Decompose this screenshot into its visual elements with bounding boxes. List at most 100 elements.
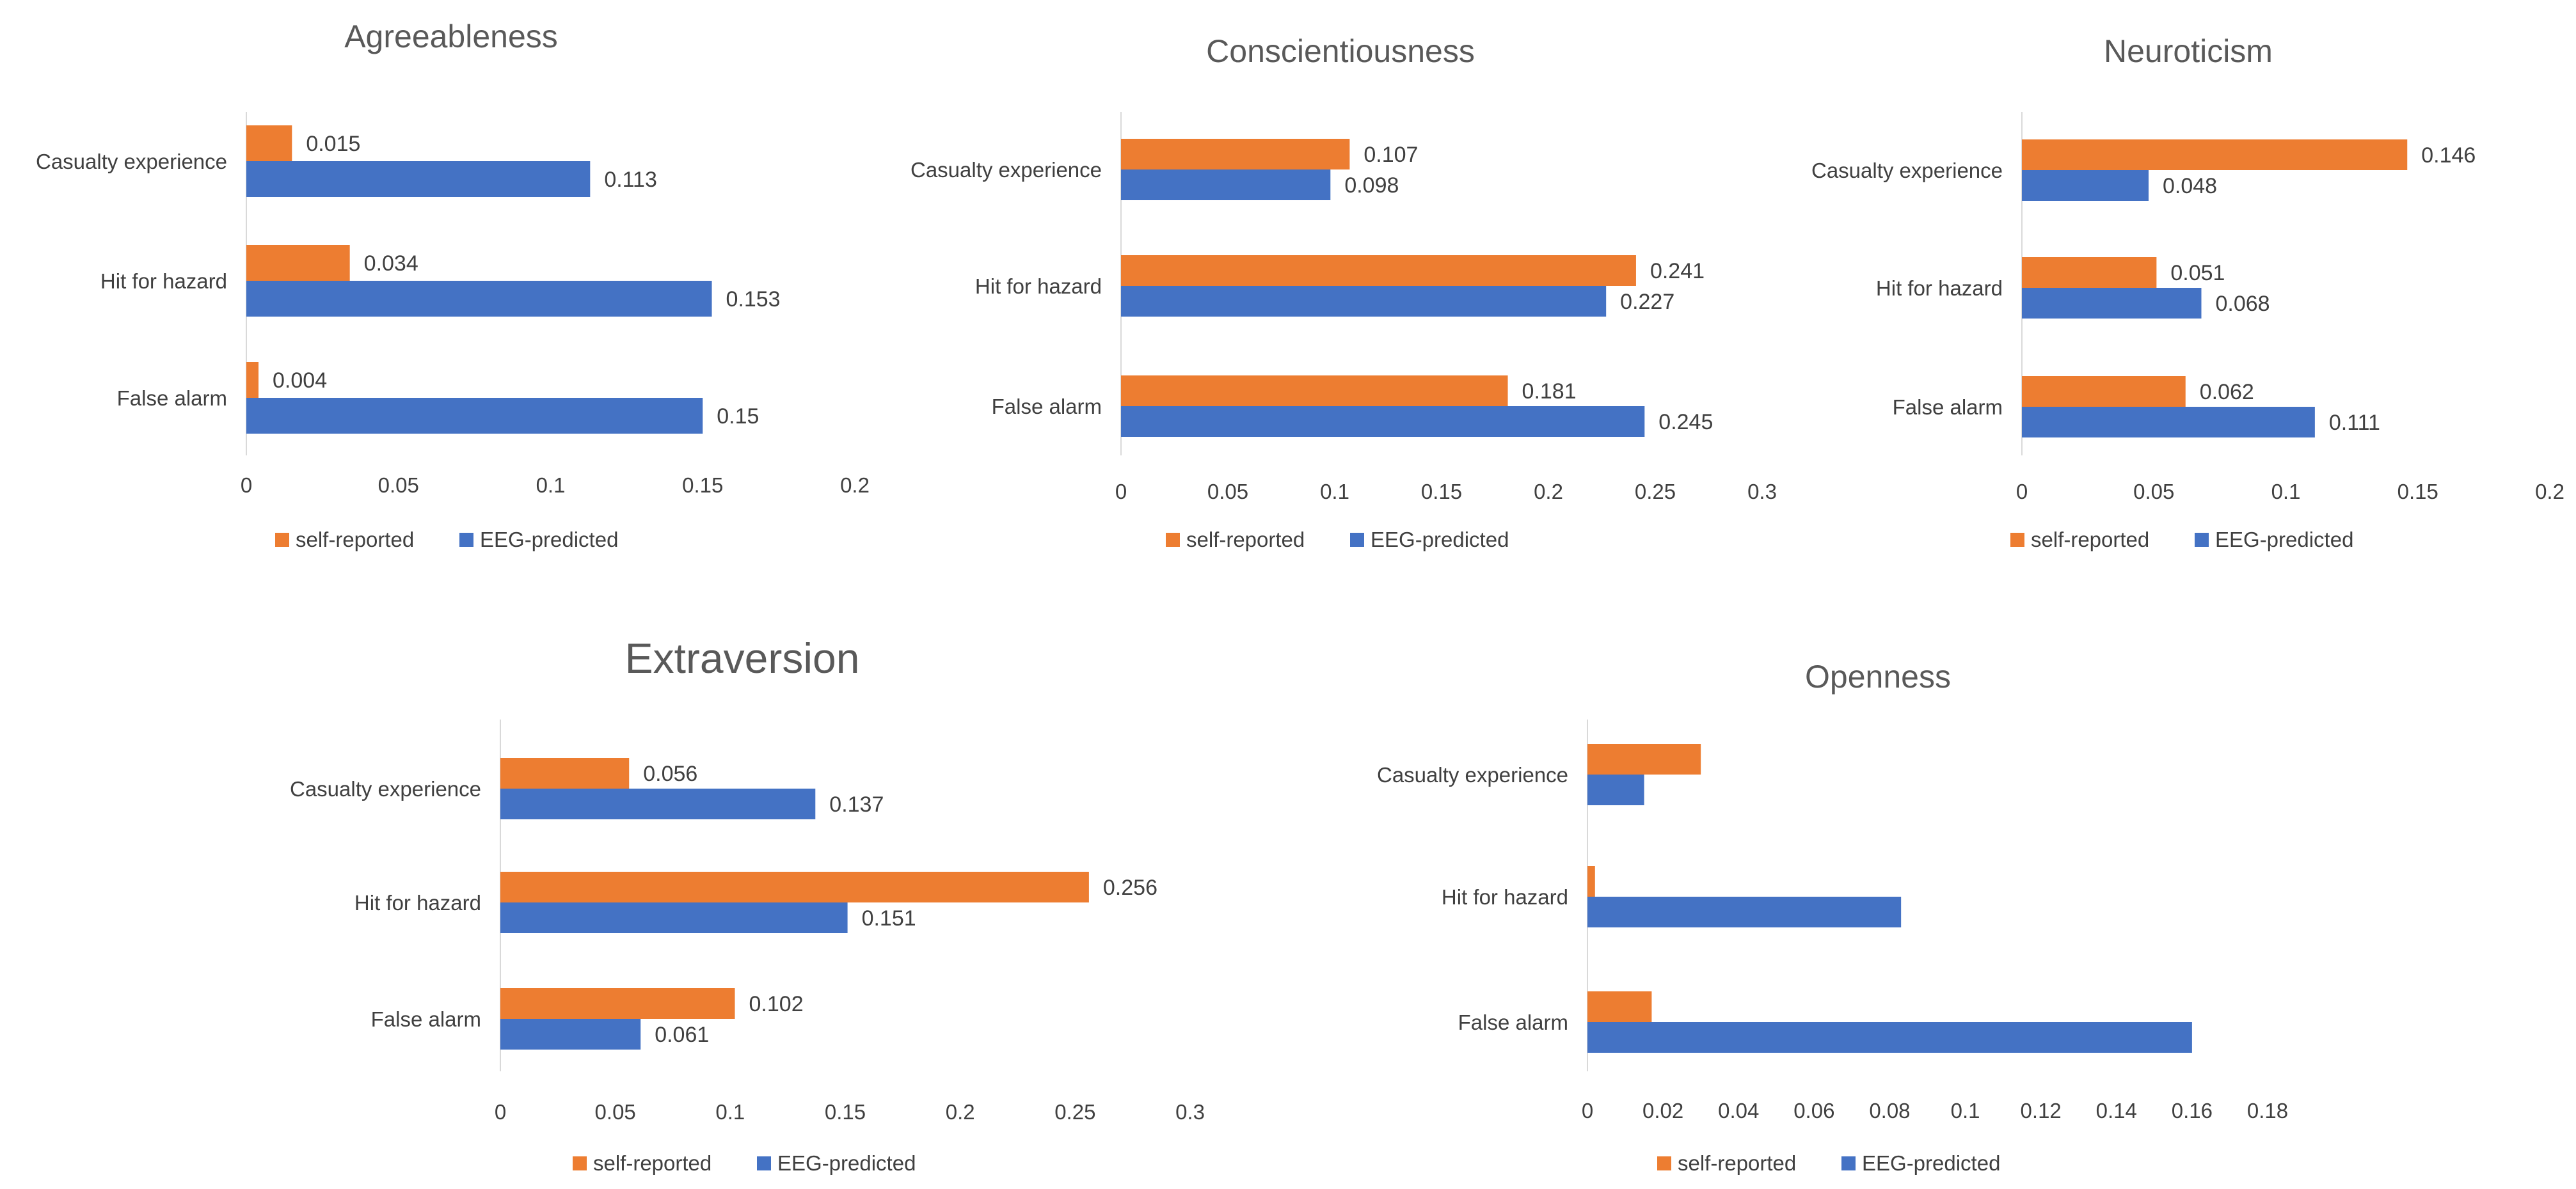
conscientiousness-data-label: 0.107 bbox=[1364, 143, 1418, 167]
openness-legend-label: EEG-predicted bbox=[1862, 1151, 2000, 1175]
conscientiousness-x-tick-label: 0.15 bbox=[1421, 480, 1462, 503]
openness-legend-label: self-reported bbox=[1678, 1151, 1796, 1175]
neuroticism-bar-eeg-predicted-false-alarm bbox=[2022, 407, 2315, 437]
extraversion-x-tick-label: 0.3 bbox=[1175, 1100, 1205, 1124]
conscientiousness-data-label: 0.181 bbox=[1522, 379, 1577, 404]
conscientiousness-bar-eeg-predicted-casualty-experience bbox=[1121, 169, 1331, 200]
conscientiousness-chart-title: Conscientiousness bbox=[1206, 33, 1475, 69]
agreeableness-x-tick-label: 0.15 bbox=[682, 473, 723, 497]
agreeableness-x-tick-label: 0 bbox=[241, 473, 252, 497]
neuroticism-data-label: 0.111 bbox=[2329, 411, 2380, 435]
openness-legend-swatch-eeg-predicted bbox=[1841, 1156, 1856, 1170]
neuroticism-legend-swatch-self-reported bbox=[2010, 533, 2024, 547]
extraversion-x-tick-label: 0.1 bbox=[715, 1100, 745, 1124]
neuroticism-bar-eeg-predicted-casualty-experience bbox=[2022, 170, 2149, 201]
agreeableness-category-label: Casualty experience bbox=[36, 150, 227, 173]
agreeableness-legend-swatch-self-reported bbox=[275, 533, 289, 547]
conscientiousness-category-label: Hit for hazard bbox=[975, 274, 1102, 298]
extraversion-bar-self-reported-hit-for-hazard bbox=[500, 872, 1089, 902]
neuroticism-category-label: False alarm bbox=[1893, 395, 2003, 419]
neuroticism-x-tick-label: 0.05 bbox=[2133, 480, 2174, 503]
agreeableness-x-tick-label: 0.1 bbox=[536, 473, 566, 497]
conscientiousness-data-label: 0.241 bbox=[1650, 259, 1705, 283]
agreeableness-data-label: 0.034 bbox=[364, 251, 418, 276]
conscientiousness-legend-label: self-reported bbox=[1186, 528, 1305, 551]
neuroticism-data-label: 0.068 bbox=[2216, 292, 2270, 316]
extraversion-category-label: False alarm bbox=[371, 1007, 481, 1031]
agreeableness-bar-self-reported-hit-for-hazard bbox=[246, 245, 350, 281]
agreeableness-data-label: 0.113 bbox=[604, 168, 657, 192]
neuroticism-data-label: 0.051 bbox=[2170, 261, 2225, 285]
conscientiousness-category-label: False alarm bbox=[992, 395, 1102, 418]
extraversion-x-tick-label: 0.15 bbox=[825, 1100, 866, 1124]
neuroticism-bar-self-reported-false-alarm bbox=[2022, 376, 2186, 407]
extraversion-data-label: 0.056 bbox=[643, 762, 697, 786]
neuroticism-legend-label: self-reported bbox=[2031, 528, 2149, 551]
agreeableness-data-label: 0.153 bbox=[726, 287, 781, 311]
openness-x-tick-label: 0.18 bbox=[2247, 1099, 2288, 1122]
agreeableness-data-label: 0.15 bbox=[717, 404, 759, 429]
neuroticism-x-tick-label: 0.1 bbox=[2271, 480, 2301, 503]
openness-category-label: Hit for hazard bbox=[1442, 885, 1568, 909]
openness-x-tick-label: 0.04 bbox=[1718, 1099, 1759, 1122]
neuroticism-legend-label: EEG-predicted bbox=[2215, 528, 2353, 551]
openness-bar-eeg-predicted-false-alarm bbox=[1587, 1022, 2192, 1053]
conscientiousness-x-tick-label: 0.3 bbox=[1747, 480, 1777, 503]
agreeableness-bar-eeg-predicted-false-alarm bbox=[246, 398, 703, 434]
openness-category-label: Casualty experience bbox=[1377, 763, 1568, 787]
conscientiousness-bar-eeg-predicted-hit-for-hazard bbox=[1121, 286, 1607, 317]
conscientiousness-data-label: 0.227 bbox=[1620, 290, 1674, 314]
neuroticism-bar-eeg-predicted-hit-for-hazard bbox=[2022, 288, 2202, 319]
openness-x-tick-label: 0.08 bbox=[1869, 1099, 1910, 1122]
openness-bar-self-reported-casualty-experience bbox=[1587, 744, 1701, 775]
agreeableness-bar-self-reported-false-alarm bbox=[246, 362, 259, 398]
extraversion-bar-eeg-predicted-false-alarm bbox=[500, 1019, 641, 1050]
agreeableness-data-label: 0.004 bbox=[273, 368, 327, 393]
agreeableness-category-label: False alarm bbox=[117, 386, 227, 410]
neuroticism-bar-self-reported-hit-for-hazard bbox=[2022, 257, 2157, 288]
openness-x-tick-label: 0 bbox=[1582, 1099, 1593, 1122]
conscientiousness-bar-self-reported-hit-for-hazard bbox=[1121, 255, 1636, 286]
conscientiousness-category-label: Casualty experience bbox=[910, 158, 1102, 182]
extraversion-chart-title: Extraversion bbox=[625, 634, 860, 682]
neuroticism-category-label: Hit for hazard bbox=[1876, 276, 2003, 300]
openness-x-tick-label: 0.02 bbox=[1642, 1099, 1683, 1122]
agreeableness-x-tick-label: 0.05 bbox=[378, 473, 419, 497]
agreeableness-data-label: 0.015 bbox=[306, 132, 360, 156]
neuroticism-category-label: Casualty experience bbox=[1811, 159, 2003, 182]
extraversion-x-tick-label: 0.25 bbox=[1054, 1100, 1095, 1124]
neuroticism-data-label: 0.048 bbox=[2163, 174, 2217, 198]
agreeableness-bar-eeg-predicted-casualty-experience bbox=[246, 161, 591, 197]
conscientiousness-x-tick-label: 0.05 bbox=[1207, 480, 1248, 503]
conscientiousness-x-tick-label: 0.2 bbox=[1534, 480, 1563, 503]
extraversion-data-label: 0.137 bbox=[829, 792, 884, 817]
openness-x-tick-label: 0.06 bbox=[1793, 1099, 1834, 1122]
conscientiousness-x-tick-label: 0.25 bbox=[1635, 480, 1676, 503]
agreeableness-category-label: Hit for hazard bbox=[100, 269, 227, 293]
conscientiousness-bar-self-reported-false-alarm bbox=[1121, 375, 1508, 406]
neuroticism-data-label: 0.146 bbox=[2421, 143, 2476, 168]
neuroticism-bar-self-reported-casualty-experience bbox=[2022, 139, 2408, 170]
conscientiousness-legend-swatch-eeg-predicted bbox=[1350, 533, 1364, 547]
agreeableness-bar-self-reported-casualty-experience bbox=[246, 125, 292, 161]
agreeableness-legend-label: EEG-predicted bbox=[480, 528, 618, 551]
openness-chart-title: Openness bbox=[1805, 659, 1951, 695]
conscientiousness-x-tick-label: 0.1 bbox=[1320, 480, 1349, 503]
extraversion-bar-self-reported-casualty-experience bbox=[500, 758, 630, 789]
agreeableness-x-tick-label: 0.2 bbox=[840, 473, 870, 497]
extraversion-data-label: 0.151 bbox=[862, 906, 916, 931]
extraversion-bar-self-reported-false-alarm bbox=[500, 988, 735, 1019]
neuroticism-x-tick-label: 0.2 bbox=[2535, 480, 2564, 503]
extraversion-x-tick-label: 0.2 bbox=[946, 1100, 975, 1124]
extraversion-legend-swatch-self-reported bbox=[573, 1156, 587, 1170]
agreeableness-legend-swatch-eeg-predicted bbox=[459, 533, 473, 547]
openness-x-tick-label: 0.1 bbox=[1951, 1099, 1980, 1122]
conscientiousness-bar-eeg-predicted-false-alarm bbox=[1121, 406, 1645, 437]
openness-category-label: False alarm bbox=[1458, 1011, 1568, 1034]
extraversion-bar-eeg-predicted-casualty-experience bbox=[500, 789, 816, 819]
conscientiousness-data-label: 0.098 bbox=[1344, 173, 1399, 198]
extraversion-category-label: Casualty experience bbox=[290, 777, 481, 801]
extraversion-category-label: Hit for hazard bbox=[354, 891, 481, 915]
